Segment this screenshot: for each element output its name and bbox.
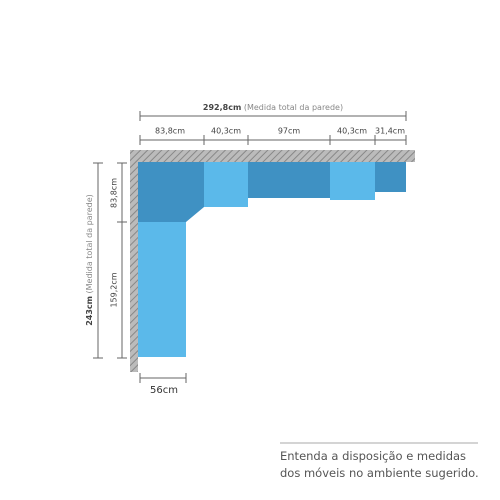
segment-label: 40,3cm	[337, 127, 367, 136]
cabinet	[204, 162, 248, 207]
dimension-total-left: 243cm (Medida total da parede)	[85, 162, 103, 359]
dimension-segments-top: 83,8cm 40,3cm 97cm 40,3cm 31,4cm	[139, 127, 407, 145]
segment-label: 83,8cm	[155, 127, 185, 136]
caption-line: Entenda a disposição e medidas	[280, 449, 466, 463]
total-note: (Medida total da parede)	[244, 103, 343, 112]
cabinet	[375, 162, 406, 192]
total-value: 292,8cm	[203, 103, 241, 112]
wall-top	[130, 150, 415, 162]
wall-left	[130, 150, 138, 372]
caption-line: dos móveis no ambiente sugerido.	[280, 466, 479, 480]
svg-text:292,8cm (Medida total da pared: 292,8cm (Medida total da parede)	[203, 103, 343, 112]
segment-label: 31,4cm	[375, 127, 405, 136]
segment-label: 40,3cm	[211, 127, 241, 136]
side-total-note: (Medida total da parede)	[85, 194, 94, 293]
dimension-segments-left: 83,8cm 159,2cm	[110, 162, 127, 359]
corner-cabinet	[138, 162, 204, 222]
segment-label: 83,8cm	[110, 178, 119, 208]
dimension-total-top: 292,8cm (Medida total da parede)	[139, 103, 407, 121]
side-total-value: 243cm	[85, 296, 94, 326]
segment-label: 97cm	[278, 127, 301, 136]
dimension-depth: 56cm	[139, 373, 187, 396]
cabinet	[330, 162, 375, 200]
cabinet	[138, 222, 186, 357]
svg-text:243cm (Medida total da parede): 243cm (Medida total da parede)	[85, 194, 94, 326]
cabinet	[248, 162, 330, 198]
segment-label: 159,2cm	[110, 272, 119, 307]
depth-label: 56cm	[150, 385, 178, 396]
